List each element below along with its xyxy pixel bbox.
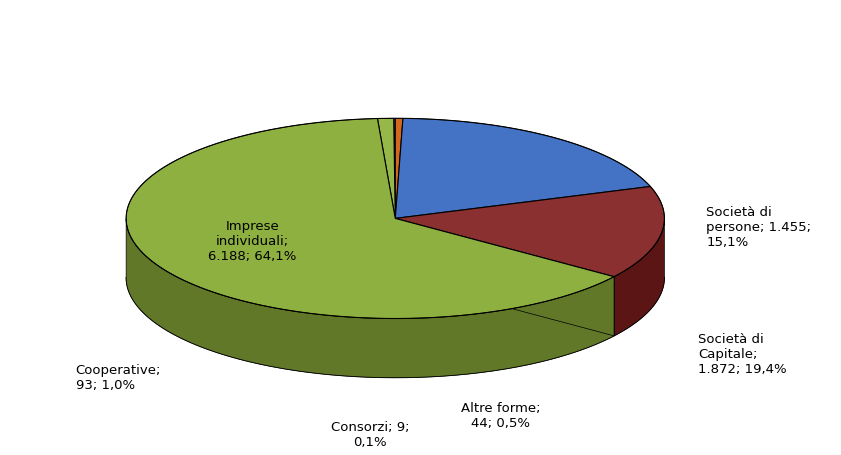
Polygon shape: [395, 187, 664, 277]
Text: Società di
Capitale;
1.872; 19,4%: Società di Capitale; 1.872; 19,4%: [698, 334, 786, 376]
Text: Cooperative;
93; 1,0%: Cooperative; 93; 1,0%: [76, 364, 161, 392]
Polygon shape: [395, 118, 403, 218]
Polygon shape: [394, 118, 395, 218]
Text: Altre forme;
44; 0,5%: Altre forme; 44; 0,5%: [461, 402, 540, 430]
Text: Società di
persone; 1.455;
15,1%: Società di persone; 1.455; 15,1%: [706, 206, 812, 249]
Polygon shape: [614, 218, 664, 336]
Text: Imprese
individuali;
6.188; 64,1%: Imprese individuali; 6.188; 64,1%: [208, 220, 297, 263]
Polygon shape: [395, 218, 614, 336]
Polygon shape: [126, 118, 614, 318]
Text: Consorzi; 9;
0,1%: Consorzi; 9; 0,1%: [331, 420, 410, 449]
Polygon shape: [126, 219, 614, 378]
Polygon shape: [395, 218, 614, 336]
Polygon shape: [395, 118, 650, 218]
Polygon shape: [378, 118, 395, 218]
